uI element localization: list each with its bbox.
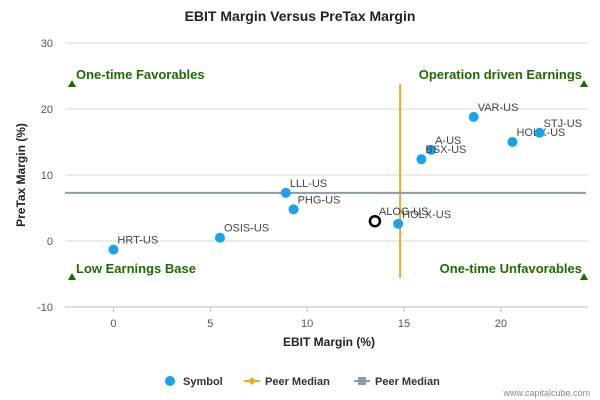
y-tick-label: 10 bbox=[41, 170, 53, 182]
quadrant-label-top-left: One-time Favorables bbox=[76, 67, 205, 82]
quadrant-label-top-right: Operation driven Earnings bbox=[419, 67, 582, 82]
y-axis-title: PreTax Margin (%) bbox=[14, 123, 28, 227]
data-point-label: VAR-US bbox=[478, 102, 519, 114]
quadrant-labels: One-time Favorables Operation driven Earn… bbox=[68, 67, 588, 280]
legend: Symbol Peer Median Peer Median bbox=[165, 376, 440, 388]
legend-label: Peer Median bbox=[375, 376, 440, 388]
data-point bbox=[534, 127, 545, 138]
quadrant-marker-icon bbox=[580, 273, 588, 280]
quadrant-label-bottom-left: Low Earnings Base bbox=[76, 261, 196, 276]
legend-square-icon bbox=[358, 377, 366, 385]
data-point bbox=[280, 187, 291, 198]
y-tick-label: 30 bbox=[41, 38, 53, 50]
x-tick-label: 10 bbox=[301, 318, 313, 330]
axis-ticks: -10 0 10 20 30 0 5 10 15 20 bbox=[37, 38, 507, 330]
y-tick-label: -10 bbox=[37, 302, 53, 314]
data-point bbox=[468, 111, 479, 122]
x-tick-label: 15 bbox=[398, 318, 410, 330]
legend-label: Symbol bbox=[183, 376, 223, 388]
credit-text: www.capitalcube.com bbox=[502, 388, 590, 398]
quadrant-marker-icon bbox=[68, 80, 76, 87]
peer-median-lines bbox=[65, 84, 586, 278]
data-point bbox=[214, 232, 225, 243]
data-point-label: ALOG-US bbox=[379, 206, 429, 218]
legend-label: Peer Median bbox=[265, 376, 330, 388]
data-point-label: BSX-US bbox=[425, 144, 466, 156]
data-point bbox=[507, 137, 518, 147]
data-point bbox=[288, 204, 299, 215]
grid bbox=[65, 42, 588, 312]
y-tick-label: 20 bbox=[41, 104, 53, 116]
data-point bbox=[416, 154, 427, 165]
x-tick-label: 0 bbox=[110, 318, 116, 330]
data-point-label: HRT-US bbox=[117, 235, 158, 247]
data-point-label: STJ-US bbox=[544, 118, 583, 130]
x-tick-label: 5 bbox=[207, 318, 213, 330]
data-point-label: HOLX-US bbox=[402, 209, 451, 221]
quadrant-marker-icon bbox=[580, 80, 588, 87]
x-axis-title: EBIT Margin (%) bbox=[283, 335, 375, 349]
x-tick-label: 20 bbox=[495, 318, 507, 330]
data-point-label: OSIS-US bbox=[224, 223, 269, 235]
data-point-label: A-US bbox=[435, 135, 461, 147]
data-point-label: LLL-US bbox=[290, 178, 327, 190]
data-point bbox=[426, 144, 437, 155]
data-point bbox=[393, 218, 404, 229]
legend-diamond-icon bbox=[248, 377, 256, 385]
data-point bbox=[108, 244, 119, 255]
quadrant-marker-icon bbox=[68, 273, 76, 280]
quadrant-label-bottom-right: One-time Unfavorables bbox=[440, 261, 582, 276]
y-tick-label: 0 bbox=[47, 236, 53, 248]
highlighted-data-point bbox=[368, 214, 382, 228]
data-point-label: PHG-US bbox=[298, 194, 341, 206]
legend-symbol-icon bbox=[165, 376, 175, 386]
chart-title: EBIT Margin Versus PreTax Margin bbox=[185, 8, 416, 24]
